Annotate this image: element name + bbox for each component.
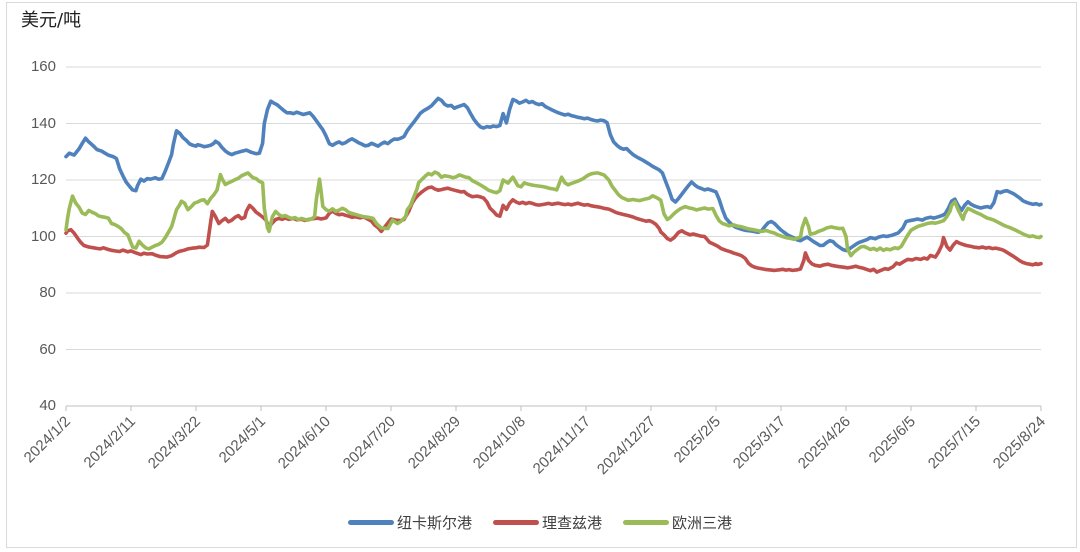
chart-title: 美元/吨 <box>21 10 82 31</box>
legend-item-理查兹港: 理查兹港 <box>492 512 602 533</box>
y-axis-tick-label: 140 <box>30 114 56 132</box>
y-axis-tick-label: 80 <box>39 284 56 301</box>
y-axis-tick-label: 120 <box>30 171 56 188</box>
legend-label: 理查兹港 <box>541 513 602 532</box>
legend-label: 纽卡斯尔港 <box>396 513 472 532</box>
y-axis-tick-label: 100 <box>30 227 56 245</box>
y-axis-tick-label: 40 <box>39 397 56 414</box>
legend: 纽卡斯尔港 理查兹港 欧洲三港 <box>0 507 1080 537</box>
legend-item-欧洲三港: 欧洲三港 <box>623 512 732 533</box>
series-line-0-纽卡斯尔港 <box>64 96 1043 253</box>
legend-item-纽卡斯尔港: 纽卡斯尔港 <box>347 512 472 533</box>
legend-label: 欧洲三港 <box>672 513 733 532</box>
legend-line-swatch <box>623 519 669 525</box>
legend-line-swatch <box>492 519 539 525</box>
series-line-2-欧洲三港 <box>64 170 1043 258</box>
y-axis-tick-label: 60 <box>39 340 56 358</box>
y-axis-tick-label: 160 <box>30 58 56 75</box>
series-line-1-理查兹港 <box>64 185 1043 274</box>
legend-line-swatch <box>347 519 394 525</box>
